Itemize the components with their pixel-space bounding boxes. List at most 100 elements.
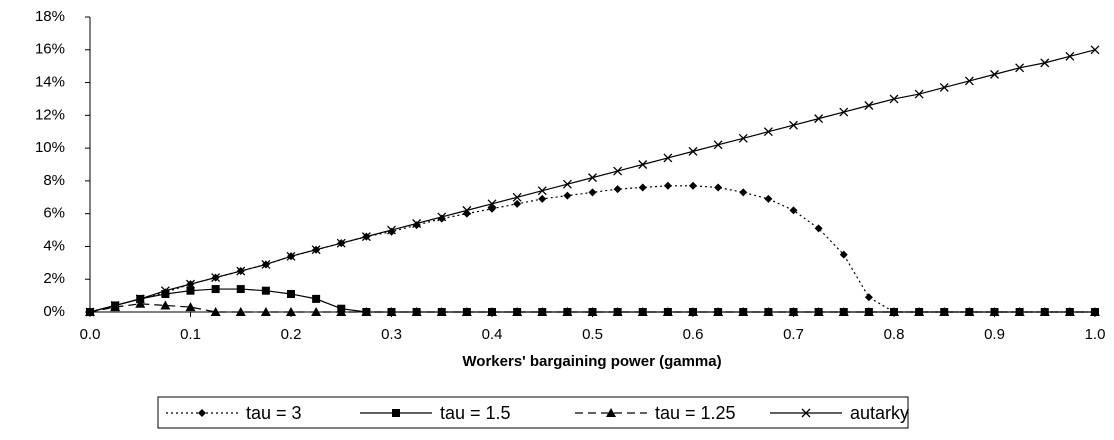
marker	[801, 408, 811, 418]
marker	[563, 191, 572, 200]
x-tick-label: 0.9	[984, 326, 1005, 343]
x-tick-label: 0.2	[281, 326, 302, 343]
legend-label: tau = 3	[246, 403, 302, 423]
marker	[261, 286, 270, 295]
marker	[562, 179, 572, 189]
marker	[286, 251, 296, 261]
marker	[312, 294, 321, 303]
marker	[236, 285, 245, 294]
marker	[688, 307, 698, 316]
marker	[211, 285, 220, 294]
marker	[210, 307, 221, 316]
marker	[738, 133, 748, 143]
x-tick-label: 0.1	[180, 326, 201, 343]
marker	[537, 307, 548, 316]
marker	[788, 307, 799, 316]
marker	[713, 307, 724, 316]
marker	[386, 307, 397, 316]
marker	[613, 166, 623, 176]
marker	[606, 408, 616, 417]
x-tick-label: 0.8	[884, 326, 905, 343]
marker	[914, 89, 924, 99]
marker	[562, 307, 573, 316]
marker	[436, 307, 447, 316]
marker	[662, 307, 673, 316]
y-tick-label: 6%	[43, 205, 65, 222]
marker	[161, 289, 170, 298]
marker	[587, 307, 598, 316]
marker	[939, 83, 949, 92]
marker	[311, 245, 321, 255]
marker	[612, 307, 623, 316]
marker	[939, 307, 950, 316]
marker	[839, 107, 849, 117]
x-tick-label: 0.6	[683, 326, 704, 343]
marker	[838, 307, 849, 316]
marker	[512, 192, 522, 202]
y-tick-label: 4%	[43, 237, 65, 254]
marker	[814, 224, 823, 233]
y-tick-label: 14%	[35, 74, 65, 91]
x-tick-label: 0.3	[381, 326, 402, 343]
marker	[336, 307, 347, 316]
legend-label: tau = 1.25	[655, 403, 736, 423]
marker	[160, 300, 171, 310]
marker	[689, 181, 697, 190]
marker	[1065, 51, 1075, 61]
marker	[487, 307, 497, 316]
marker	[990, 69, 999, 79]
marker	[839, 250, 848, 259]
marker	[1064, 307, 1075, 316]
series-line	[89, 303, 1095, 313]
marker	[588, 188, 597, 197]
marker	[789, 206, 798, 215]
marker	[863, 307, 874, 316]
marker	[185, 302, 196, 312]
y-tick-label: 12%	[35, 106, 65, 123]
y-tick-label: 10%	[35, 139, 65, 156]
marker	[1039, 307, 1050, 316]
marker	[1090, 307, 1100, 316]
marker	[637, 307, 648, 316]
marker	[110, 300, 120, 310]
marker	[763, 127, 773, 137]
marker	[964, 76, 974, 86]
marker	[714, 183, 723, 192]
x-axis-title: Workers' bargaining power (gamma)	[462, 353, 721, 370]
marker	[739, 188, 748, 197]
marker	[989, 307, 1000, 316]
x-tick-label: 0.4	[482, 326, 503, 343]
y-tick-label: 2%	[43, 270, 65, 287]
marker	[411, 307, 422, 316]
y-tick-label: 8%	[43, 172, 65, 189]
marker	[537, 186, 547, 196]
legend-label: tau = 1.5	[440, 403, 511, 423]
marker	[814, 114, 824, 124]
marker	[260, 307, 271, 316]
marker	[964, 307, 975, 316]
marker	[763, 307, 774, 316]
marker	[361, 232, 371, 242]
marker	[738, 307, 749, 316]
marker	[813, 307, 824, 316]
marker	[638, 160, 648, 169]
marker	[864, 101, 874, 110]
x-tick-label: 0.7	[783, 326, 804, 343]
marker	[311, 307, 322, 316]
marker	[336, 238, 346, 248]
marker	[437, 212, 447, 222]
marker	[1090, 45, 1100, 55]
x-tick-label: 0.5	[582, 326, 603, 343]
marker	[462, 205, 472, 215]
marker	[160, 286, 170, 296]
marker	[461, 307, 472, 316]
marker	[211, 273, 221, 283]
marker	[186, 279, 195, 289]
marker	[538, 194, 547, 203]
marker	[85, 307, 95, 317]
marker	[186, 286, 195, 295]
marker	[663, 181, 672, 190]
marker	[261, 260, 271, 269]
marker	[688, 146, 698, 156]
